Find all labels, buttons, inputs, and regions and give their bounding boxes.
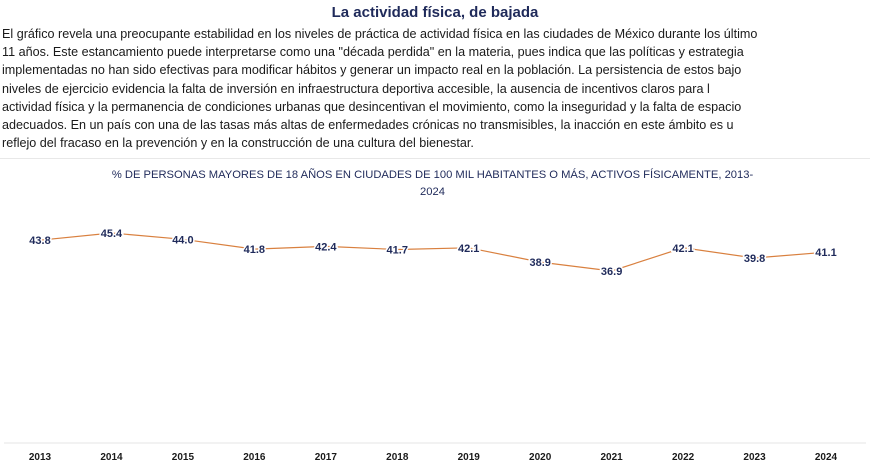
x-tick-label: 2019: [458, 452, 481, 463]
body-line: adecuados. En un país con una de las tas…: [2, 118, 734, 133]
x-tick-label: 2018: [386, 452, 409, 463]
data-point: [39, 239, 41, 242]
body-paragraph: El gráfico revela una preocupante estabi…: [2, 25, 868, 152]
data-label: 42.1: [458, 243, 479, 255]
data-point: [110, 232, 113, 234]
x-tick-label: 2013: [29, 452, 52, 463]
data-label: 42.1: [672, 243, 693, 255]
data-label: 38.9: [529, 257, 550, 269]
data-label: 36.9: [601, 266, 622, 278]
body-line: El gráfico revela una preocupante estabi…: [2, 27, 758, 41]
data-label: 39.8: [744, 253, 765, 265]
data-point: [253, 248, 256, 250]
data-point: [182, 238, 184, 241]
body-line: 11 años. Este estancamiento puede interp…: [2, 45, 744, 60]
data-label: 41.7: [387, 245, 408, 257]
data-point: [610, 270, 613, 272]
data-label: 45.4: [101, 228, 123, 240]
body-line: implementadas no han sido efectivas para…: [2, 63, 742, 78]
data-label: 44.0: [172, 234, 193, 246]
data-label: 43.8: [29, 235, 50, 247]
x-tick-label: 2017: [315, 452, 338, 463]
x-tick-label: 2023: [743, 452, 766, 463]
data-label: 42.4: [315, 241, 337, 253]
chart-title: % DE PERSONAS MAYORES DE 18 AÑOS EN CIUD…: [80, 167, 785, 201]
chart-title-line: 2024: [420, 186, 445, 198]
section-divider: [0, 158, 870, 159]
chart-title-line: % DE PERSONAS MAYORES DE 18 AÑOS EN CIUD…: [111, 169, 754, 181]
data-point: [539, 261, 542, 263]
data-point: [396, 248, 399, 251]
x-tick-label: 2014: [100, 452, 123, 463]
page-title: La actividad física, de bajada: [331, 4, 539, 21]
x-tick-label: 2022: [672, 452, 695, 463]
data-label: 41.8: [244, 244, 265, 256]
x-tick-label: 2016: [243, 452, 266, 463]
data-point: [467, 246, 470, 249]
data-label: 41.1: [815, 247, 836, 259]
data-point: [324, 245, 327, 248]
x-tick-label: 2015: [172, 452, 195, 463]
data-point: [753, 257, 756, 259]
data-point: [825, 251, 827, 254]
x-tick-label: 2024: [815, 452, 838, 463]
x-tick-label: 2020: [529, 452, 552, 463]
body-line: actividad física y la permanencia de con…: [2, 99, 742, 114]
data-point: [682, 246, 684, 249]
series-line: [39, 232, 827, 272]
x-tick-label: 2021: [601, 452, 624, 463]
body-line: niveles de ejercicio evidencia la falta …: [2, 81, 710, 96]
body-line: reflejo del fracaso en la prevención y e…: [2, 136, 474, 151]
